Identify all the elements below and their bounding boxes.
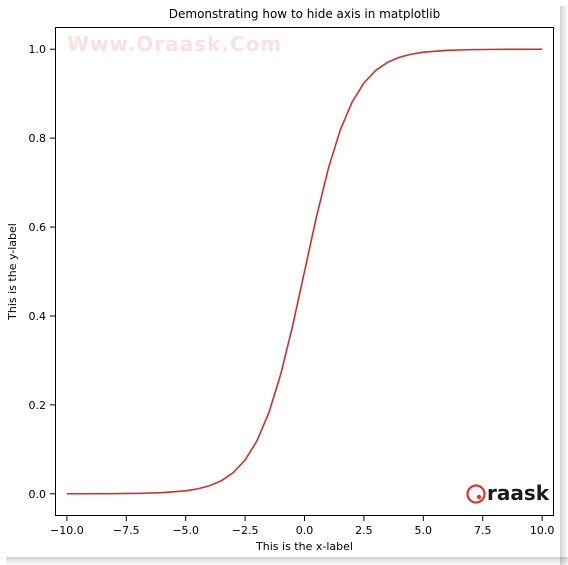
y-tick-label: 1.0	[29, 43, 47, 56]
x-tick-label: −5.0	[172, 524, 199, 537]
chart-title: Demonstrating how to hide axis in matplo…	[169, 7, 440, 21]
watermark-top: Www.Oraask.Com	[67, 32, 282, 56]
oraask-logo-dot-icon	[477, 495, 481, 499]
y-tick-label: 0.4	[29, 310, 47, 323]
y-tick-label: 0.6	[29, 221, 47, 234]
y-tick-label: 0.8	[29, 132, 47, 145]
x-tick-label: −2.5	[232, 524, 259, 537]
x-axis-label: This is the x-label	[255, 540, 353, 553]
chart-svg-wrap: Www.Oraask.Com −10.0 −7.5 −5.0 −2.5 0.0 2.5 5.…	[0, 0, 568, 565]
x-ticks: −10.0 −7.5 −5.0 −2.5 0.0 2.5 5.0 7.5 10.0	[50, 516, 554, 537]
x-tick-label: 5.0	[415, 524, 433, 537]
x-tick-label: 0.0	[296, 524, 314, 537]
y-tick-label: 0.2	[29, 399, 47, 412]
y-ticks: 0.0 0.2 0.4 0.6 0.8 1.0	[29, 43, 56, 501]
x-tick-label: 10.0	[530, 524, 555, 537]
x-tick-label: −10.0	[50, 524, 84, 537]
chart-container: Www.Oraask.Com −10.0 −7.5 −5.0 −2.5 0.0 2.5 5.…	[0, 0, 568, 565]
watermark-bottom-text: raask	[487, 481, 550, 505]
chart-svg: Www.Oraask.Com −10.0 −7.5 −5.0 −2.5 0.0 2.5 5.…	[0, 0, 568, 565]
x-tick-label: 2.5	[355, 524, 373, 537]
x-tick-label: 7.5	[474, 524, 492, 537]
y-axis-label: This is the y-label	[6, 223, 19, 321]
x-tick-label: −7.5	[113, 524, 140, 537]
y-tick-label: 0.0	[29, 488, 47, 501]
